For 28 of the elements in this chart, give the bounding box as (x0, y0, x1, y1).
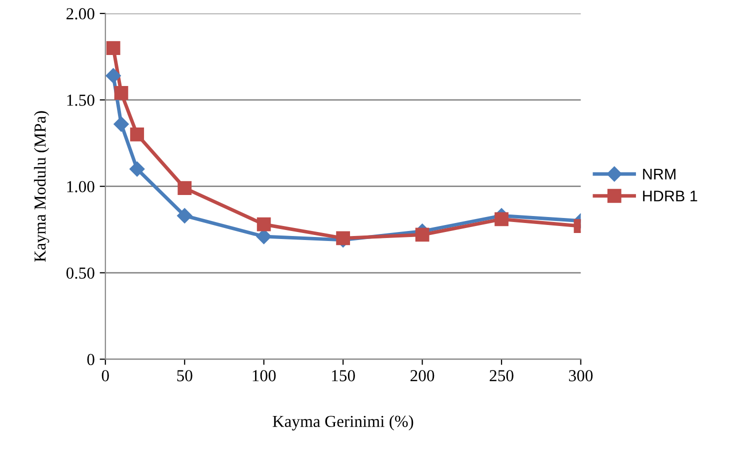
x-tick-label: 250 (490, 370, 514, 382)
legend-label: NRM (643, 168, 676, 180)
x-tick-label: 100 (252, 370, 276, 382)
y-tick-label: 1.00 (67, 181, 94, 192)
point (106, 68, 121, 84)
x-axis-title: Kayma Gerinimi (%) (272, 415, 414, 430)
point (130, 128, 144, 142)
x-tick-label: 200 (410, 370, 434, 382)
point (494, 212, 508, 226)
point (130, 161, 145, 177)
y-tick-label: 2.00 (66, 8, 94, 20)
x-tick-label: 150 (332, 370, 355, 382)
point (178, 181, 192, 196)
y-tick-label: 0.50 (66, 267, 94, 279)
y-tick-label: 0 (87, 354, 94, 366)
point (415, 228, 430, 242)
legend-label: HDRB 1 (643, 190, 698, 202)
point (106, 41, 120, 55)
point (177, 208, 192, 224)
point (256, 217, 271, 232)
point (336, 231, 350, 246)
y-tick-label: 1.50 (67, 94, 94, 106)
point (114, 116, 129, 132)
point (114, 86, 128, 100)
x-tick-label: 300 (569, 370, 593, 382)
x-tick-label: 0 (102, 370, 109, 382)
y-axis-title: Kayma Modulu (MPa) (34, 111, 50, 262)
x-tick-label: 50 (177, 370, 192, 382)
